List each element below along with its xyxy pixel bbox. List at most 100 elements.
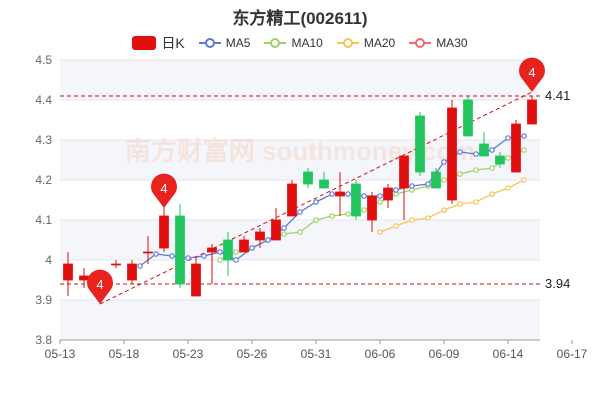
ma10-line — [219, 149, 525, 261]
ref-low-label: 3.94 — [545, 276, 570, 291]
legend-label-ma10: MA10 — [291, 36, 323, 50]
ma5-point — [361, 193, 367, 199]
legend-item-k[interactable]: 日K — [132, 33, 185, 53]
candle-body — [175, 215, 185, 285]
candle-body — [191, 263, 201, 297]
ma5-line — [139, 135, 525, 267]
stock-code: (002611) — [300, 9, 368, 28]
ma20-point — [425, 215, 431, 221]
ma20-point — [521, 177, 527, 183]
chart-title: 东方精工(002611) — [0, 4, 600, 29]
ma10-point — [233, 249, 239, 255]
ma10-point — [329, 213, 335, 219]
candle-body — [383, 187, 393, 201]
y-tick-label: 4.3 — [35, 133, 52, 147]
candle-body — [159, 215, 169, 249]
ma5-point — [425, 181, 431, 187]
candle-body — [367, 195, 377, 221]
legend-swatch-ma10 — [264, 38, 287, 48]
candle-body — [511, 123, 521, 173]
ma10-point — [377, 199, 383, 205]
ma5-point — [489, 147, 495, 153]
candle-body — [495, 155, 505, 165]
ma10-point — [441, 177, 447, 183]
watermark: 南方财富网 southmoney.com — [125, 136, 476, 166]
ma5-point — [473, 151, 479, 157]
ref-high-label: 4.41 — [545, 88, 570, 103]
legend-label-ma20: MA20 — [363, 36, 396, 50]
x-tick-label: 05-26 — [237, 347, 268, 361]
candle-body — [319, 179, 329, 189]
grid-band — [60, 140, 540, 180]
ma5-point — [249, 245, 255, 251]
ma5-point — [329, 191, 335, 197]
ma10-point — [281, 231, 287, 237]
pin-marker: 4 — [87, 269, 114, 304]
pin-marker-label: 4 — [96, 277, 103, 292]
ma20-point — [377, 229, 383, 235]
plot-area — [60, 60, 540, 340]
x-tick-label: 05-23 — [173, 347, 204, 361]
legend-item-ma30[interactable]: MA30 — [409, 33, 468, 53]
ma5-point — [217, 249, 223, 255]
ma10-point — [521, 147, 527, 153]
stock-name: 东方精工 — [232, 9, 301, 28]
grid-band — [60, 220, 540, 260]
ma20-line — [379, 179, 525, 233]
pin-marker-label: 4 — [160, 181, 167, 196]
ma20-point — [441, 207, 447, 213]
ma10-point — [457, 171, 463, 177]
y-tick-label: 3.9 — [35, 293, 52, 307]
ma10-point — [409, 187, 415, 193]
legend-item-ma5[interactable]: MA5 — [198, 33, 251, 53]
ma10-point — [217, 257, 223, 263]
legend-swatch-ma5 — [198, 38, 221, 48]
legend-swatch-ma30 — [409, 38, 432, 48]
ma5-point — [393, 187, 399, 193]
ma10-point — [425, 183, 431, 189]
legend: 日K MA5 MA10 MA20 MA30 — [0, 33, 600, 53]
ma10-point — [249, 245, 255, 251]
candle-body — [479, 143, 489, 157]
legend-label-ma5: MA5 — [225, 36, 251, 50]
legend-label-k: 日K — [161, 35, 185, 51]
ma20-point — [473, 199, 479, 205]
ma10-point — [489, 165, 495, 171]
ma5-point — [281, 225, 287, 231]
grid-band — [60, 60, 540, 100]
ma10-point — [265, 237, 271, 243]
legend-label-ma30: MA30 — [436, 36, 468, 50]
pin-marker-shape — [519, 57, 546, 92]
candle-body — [287, 183, 297, 217]
candle-body — [127, 263, 137, 281]
x-tick-label: 05-31 — [301, 347, 332, 361]
x-tick-label: 05-18 — [109, 347, 140, 361]
ma5-point — [345, 191, 351, 197]
candle-body — [143, 251, 153, 254]
legend-item-ma10[interactable]: MA10 — [264, 33, 323, 53]
ma5-point — [505, 135, 511, 141]
ma5-point — [297, 209, 303, 215]
ma5-point — [409, 183, 415, 189]
candle-body — [63, 263, 73, 281]
pin-marker-shape — [151, 173, 177, 208]
legend-item-ma20[interactable]: MA20 — [336, 33, 396, 53]
legend-swatch-k — [132, 36, 157, 50]
candle-body — [335, 191, 345, 197]
ma5-point — [233, 257, 239, 263]
candle-body — [431, 171, 441, 189]
candle-body — [527, 99, 537, 125]
candle-body — [255, 231, 265, 241]
ma5-point — [169, 253, 175, 259]
ma20-point — [393, 223, 399, 229]
ma10-point — [505, 155, 511, 161]
y-tick-label: 4.4 — [35, 93, 52, 107]
candle-body — [463, 99, 473, 137]
ma5-point — [313, 199, 319, 205]
ma10-point — [313, 217, 319, 223]
pin-marker-label: 4 — [528, 65, 535, 80]
y-tick-label: 4 — [45, 253, 52, 267]
candle-body — [415, 115, 425, 173]
ma5-point — [457, 149, 463, 155]
